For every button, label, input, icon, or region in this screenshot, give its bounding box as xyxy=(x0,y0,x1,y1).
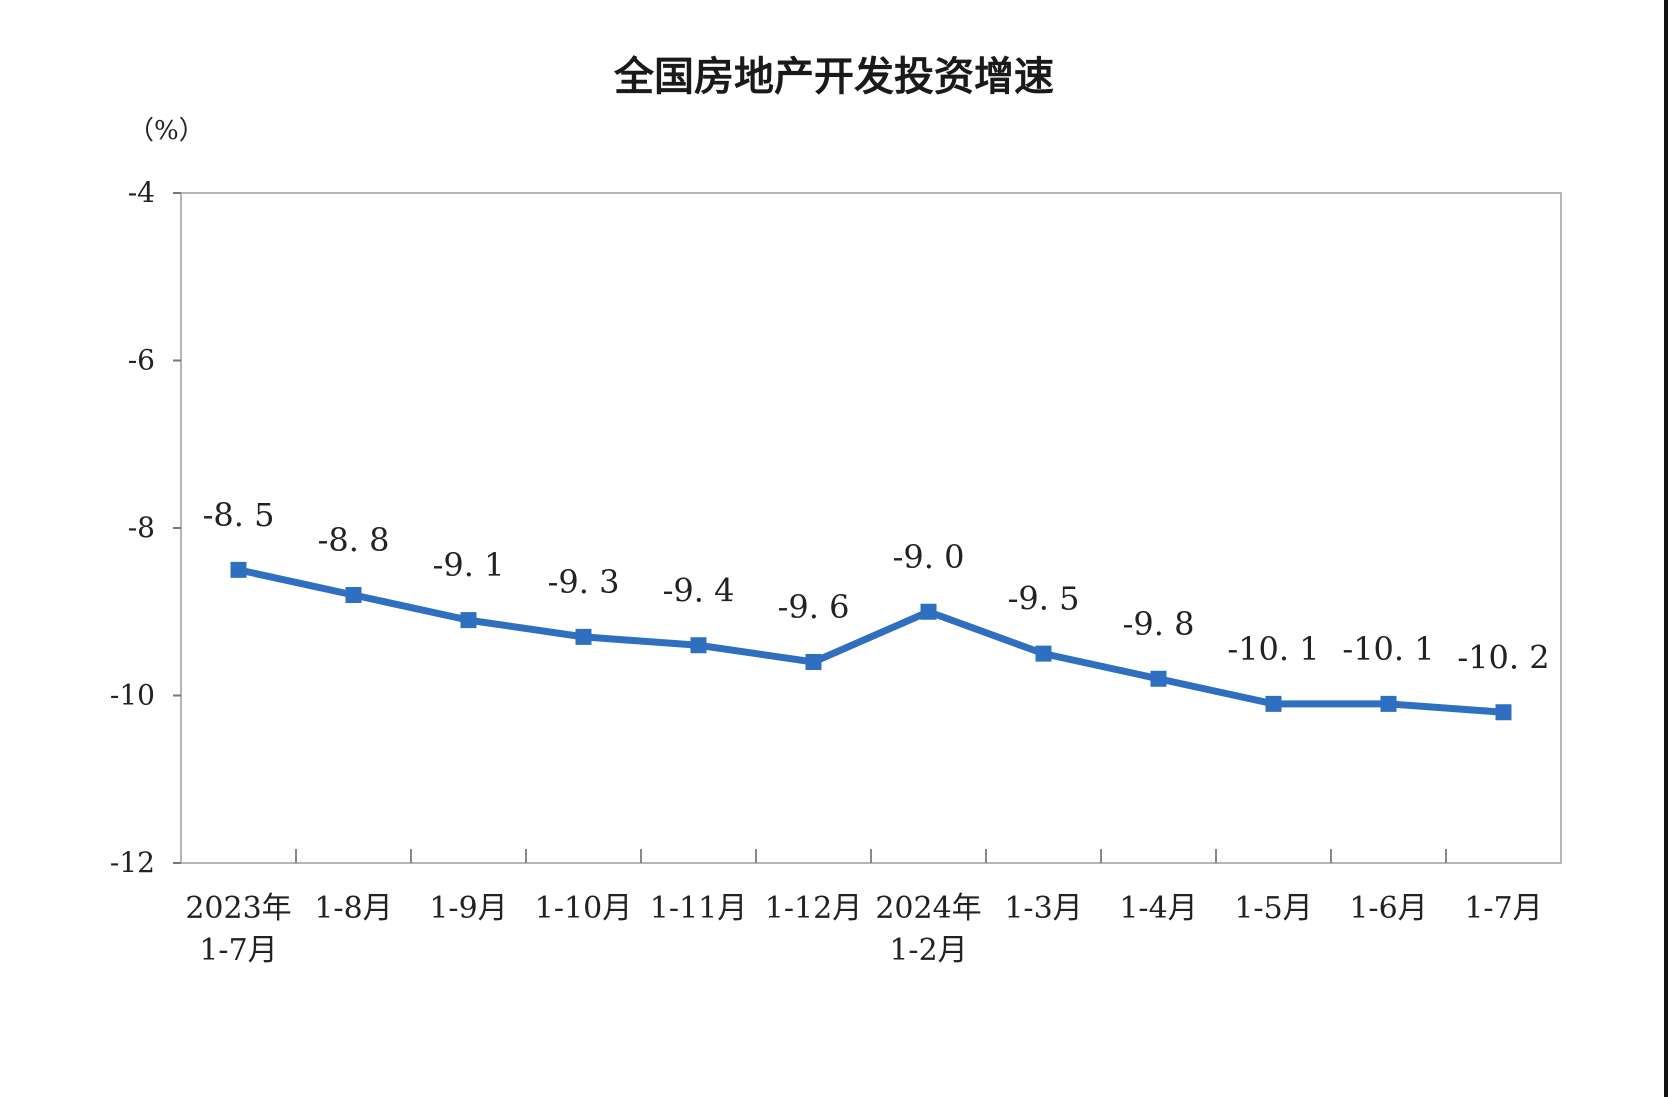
series-line xyxy=(235,566,1507,716)
data-label: -9. 3 xyxy=(548,563,620,601)
x-tick-label: 1-4月 xyxy=(1119,891,1197,926)
data-label: -8. 8 xyxy=(318,521,390,559)
data-label: -9. 8 xyxy=(1123,605,1195,643)
x-tick-label: 1-12月 xyxy=(765,891,862,926)
x-tick-label: 1-3月 xyxy=(1004,891,1082,926)
data-label: -9. 0 xyxy=(893,538,965,576)
data-label: -9. 4 xyxy=(663,571,735,609)
data-point-marker xyxy=(345,587,362,603)
data-label: -9. 5 xyxy=(1008,580,1080,618)
data-point-marker xyxy=(1380,695,1397,712)
data-label: -9. 1 xyxy=(433,546,505,584)
x-tick-label: 1-11月 xyxy=(650,891,747,926)
x-tick-label: 1-9月 xyxy=(429,891,507,926)
data-point-marker xyxy=(1035,645,1052,662)
x-tick-label: 1-7月 xyxy=(1464,891,1542,926)
x-tick-label: 1-5月 xyxy=(1234,891,1312,926)
y-tick-label: -12 xyxy=(110,846,155,879)
y-tick-label: -4 xyxy=(128,176,155,209)
y-axis-unit-label: （%） xyxy=(128,116,205,146)
x-tick-label: 1-8月 xyxy=(314,891,392,926)
chart-title: 全国房地产开发投资增速 xyxy=(614,54,1054,100)
data-point-marker xyxy=(1265,695,1282,712)
data-label: -9. 6 xyxy=(778,588,850,626)
data-point-marker xyxy=(920,603,937,620)
data-point-marker xyxy=(1150,670,1167,687)
x-tick-label: 1-2月 xyxy=(889,933,967,968)
data-point-marker xyxy=(805,654,822,670)
data-point-marker xyxy=(460,612,477,629)
data-point-marker xyxy=(690,637,707,654)
data-point-marker xyxy=(575,628,592,645)
y-tick-label: -8 xyxy=(128,511,155,544)
x-tick-label: 2023年 xyxy=(185,891,291,926)
data-label: -10. 1 xyxy=(1342,630,1434,668)
data-label: -10. 2 xyxy=(1457,638,1549,676)
data-label: -10. 1 xyxy=(1227,630,1319,668)
data-point-marker xyxy=(230,561,247,578)
data-point-marker xyxy=(1495,704,1512,721)
x-tick-label: 1-6月 xyxy=(1349,891,1427,926)
x-tick-label: 2024年 xyxy=(875,891,981,926)
right-edge-border xyxy=(1664,0,1668,1097)
x-tick-label: 1-7月 xyxy=(199,933,277,968)
y-tick-label: -6 xyxy=(128,344,155,377)
y-tick-label: -10 xyxy=(110,679,155,712)
x-tick-label: 1-10月 xyxy=(535,891,632,926)
data-label: -8. 5 xyxy=(203,496,275,534)
